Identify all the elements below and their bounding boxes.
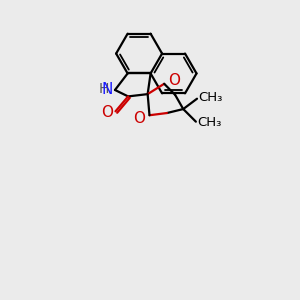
Text: CH₃: CH₃ [197, 116, 222, 129]
Text: O: O [101, 105, 113, 120]
Text: O: O [134, 111, 146, 126]
Text: O: O [169, 73, 181, 88]
Text: CH₃: CH₃ [199, 91, 223, 104]
Text: H: H [98, 82, 109, 96]
Text: N: N [101, 82, 112, 97]
